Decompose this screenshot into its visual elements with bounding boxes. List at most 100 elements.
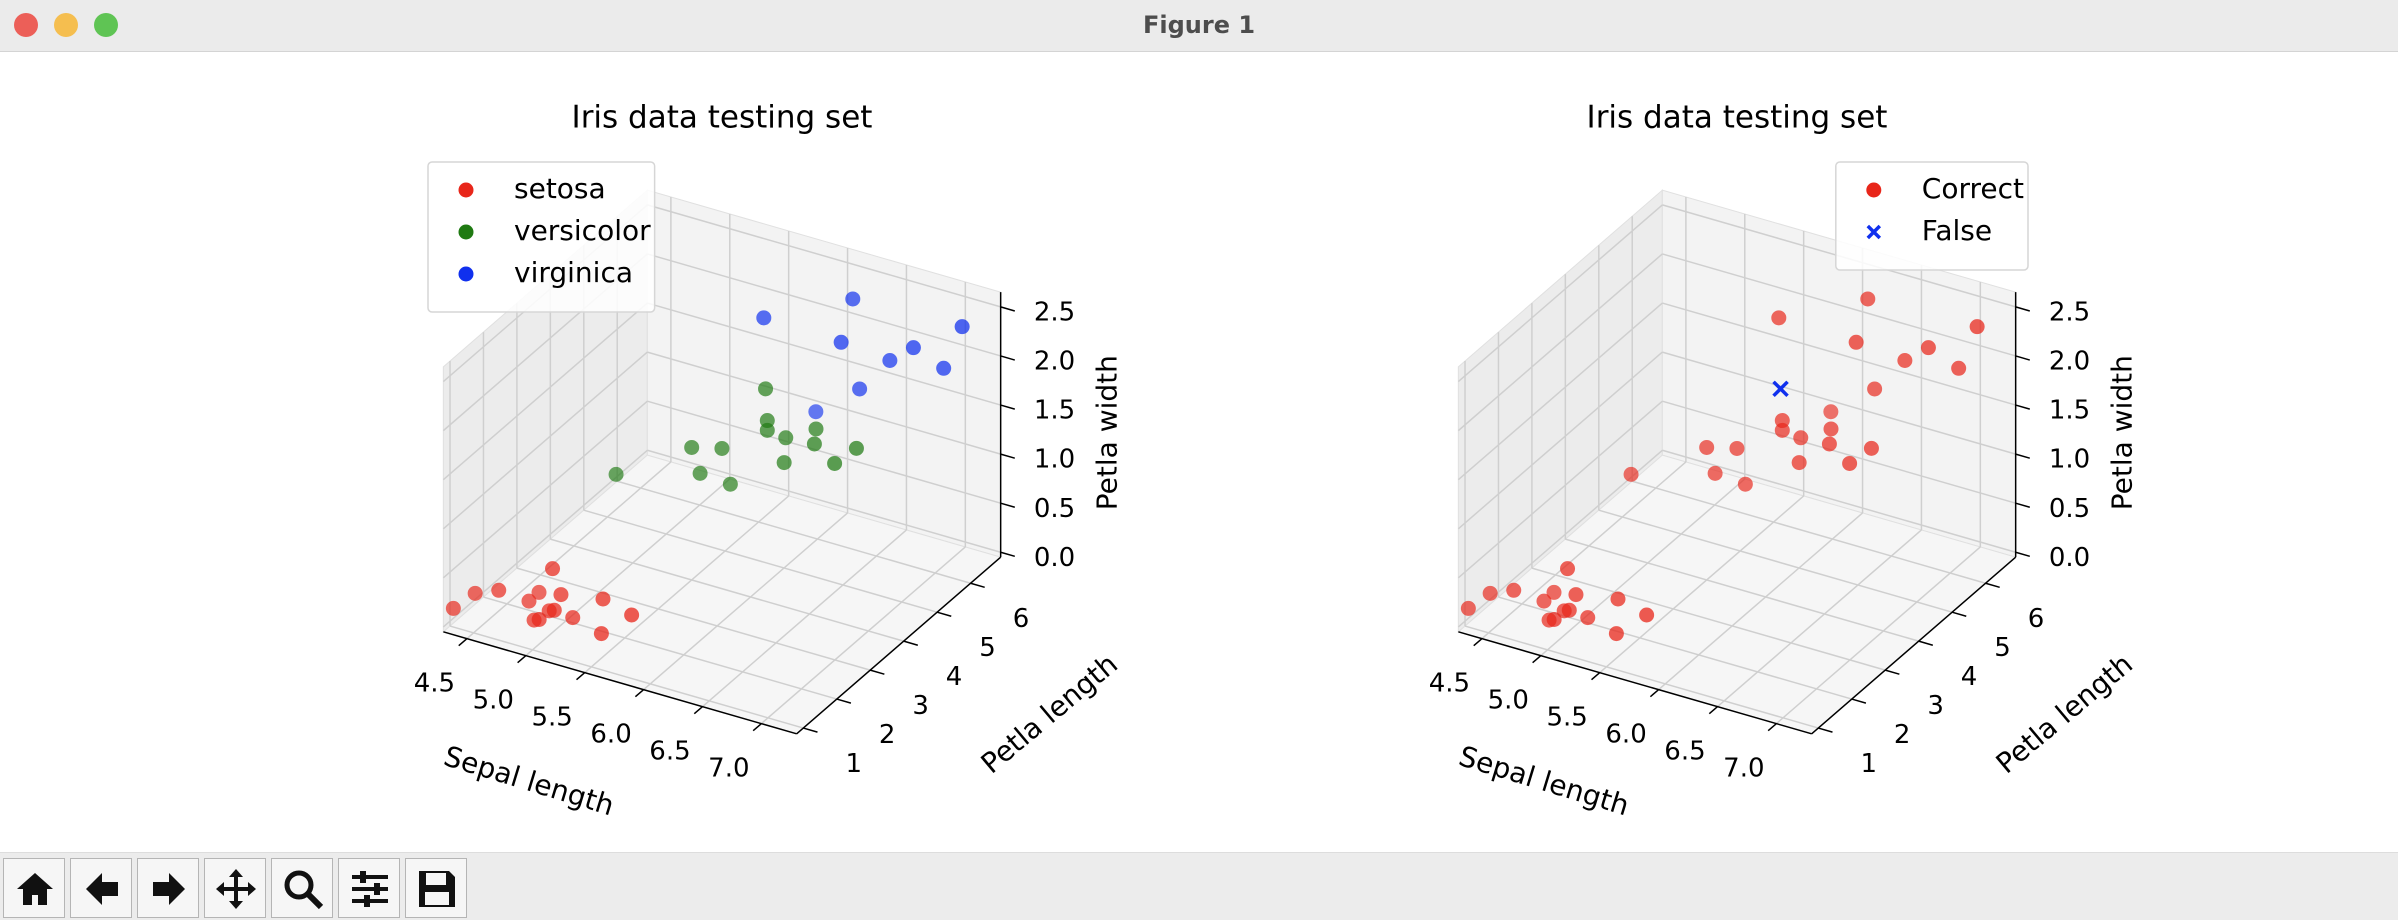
y-tick-label: 3 (1927, 691, 1944, 721)
point (845, 291, 861, 307)
z-tick-label: 2.5 (2049, 298, 2090, 328)
point (445, 600, 461, 616)
point (905, 340, 921, 356)
z-tick-label: 0.5 (2049, 494, 2090, 524)
grid-line (1599, 495, 1805, 674)
grid-line (1662, 302, 2016, 406)
point (531, 584, 547, 600)
grid-line (1457, 204, 1663, 383)
point (684, 439, 700, 455)
y-tick-label: 3 (912, 691, 929, 721)
point (1969, 319, 1985, 335)
point (1897, 353, 1913, 369)
z-tick-label: 1.5 (1034, 396, 1075, 426)
point (1561, 602, 1577, 618)
point (692, 465, 708, 481)
grid-line (1481, 461, 1687, 640)
legend-marker (458, 182, 474, 198)
grid-line (1598, 509, 1953, 613)
grid-line (1457, 400, 1663, 579)
z-tick-label: 1.0 (1034, 445, 1075, 475)
z-tick-label: 2.5 (1034, 298, 1075, 328)
forward-button[interactable] (137, 858, 199, 918)
point (808, 404, 824, 420)
zoom-tool-button[interactable] (271, 858, 333, 918)
point (1460, 600, 1476, 616)
tick-mark (634, 689, 645, 698)
point (1560, 561, 1576, 577)
pan-button[interactable] (204, 858, 266, 918)
home-button[interactable] (3, 858, 65, 918)
x-tick-label: 6.0 (590, 719, 631, 749)
tick-mark (1767, 723, 1777, 732)
grid-line (449, 625, 804, 729)
close-button[interactable] (14, 13, 38, 37)
point (852, 381, 868, 397)
point (467, 585, 483, 601)
grid-line (1716, 529, 1922, 708)
point (808, 421, 824, 437)
tick-mark (2015, 355, 2031, 361)
minimize-button[interactable] (54, 13, 78, 37)
grid-line (442, 302, 648, 481)
legend-label: Correct (1922, 172, 2024, 205)
point (714, 440, 730, 456)
grid-line (1457, 302, 1663, 481)
point (624, 607, 640, 623)
point (546, 602, 562, 618)
grid-line (647, 204, 1001, 308)
point (1608, 626, 1624, 642)
x-tick-label: 5.5 (1547, 702, 1588, 732)
grid-line (442, 400, 648, 579)
point (1772, 380, 1789, 398)
grid-line (1565, 538, 1919, 642)
grid-line (1531, 567, 1886, 671)
grid-line (647, 351, 1001, 455)
tick-mark (1951, 611, 1967, 617)
point (593, 626, 609, 642)
tick-mark (1532, 655, 1542, 664)
grid-line (550, 538, 904, 642)
y-tick-label: 5 (979, 633, 996, 663)
point (1863, 440, 1879, 456)
point (1823, 404, 1839, 420)
tick-mark (1885, 669, 1900, 675)
point (1791, 455, 1807, 471)
title-bar: Figure 1 (0, 0, 2398, 52)
tick-mark (1000, 551, 1016, 558)
point (1580, 610, 1596, 626)
legend-marker (1866, 182, 1882, 198)
legend-label: versicolor (514, 214, 651, 247)
y-tick-label: 2 (1894, 720, 1911, 750)
tick-mark (2015, 306, 2031, 312)
axes-3d: Iris data testing set 4.5 5.0 5.5 6.0 6.5 7.0 1… (1429, 100, 2139, 823)
zoom-button[interactable] (94, 13, 118, 37)
x-tick-label: 4.5 (414, 668, 455, 698)
tick-mark (752, 723, 762, 732)
y-tick-label: 4 (1961, 662, 1978, 692)
point (565, 610, 581, 626)
tick-mark (2015, 453, 2031, 459)
back-button[interactable] (70, 858, 132, 918)
grid-line (617, 480, 971, 584)
point (1951, 360, 1967, 376)
z-axis-label: Petla width (2106, 355, 2139, 510)
legend-label: setosa (514, 172, 606, 205)
grid-line (647, 302, 1001, 406)
z-axis-label: Petla width (1091, 355, 1124, 510)
tick-mark (1918, 640, 1934, 646)
x-tick-label: 7.0 (708, 753, 749, 783)
configure-button[interactable] (338, 858, 400, 918)
point (778, 430, 794, 446)
save-button[interactable] (405, 858, 467, 918)
point (1793, 430, 1809, 446)
grid-line (1632, 480, 1986, 584)
point (1536, 593, 1552, 609)
tick-mark (1591, 672, 1601, 681)
point (954, 319, 970, 335)
grid-line (583, 509, 938, 613)
point (1867, 381, 1883, 397)
point (1623, 466, 1639, 482)
z-tick-label: 0.0 (1034, 543, 1075, 573)
